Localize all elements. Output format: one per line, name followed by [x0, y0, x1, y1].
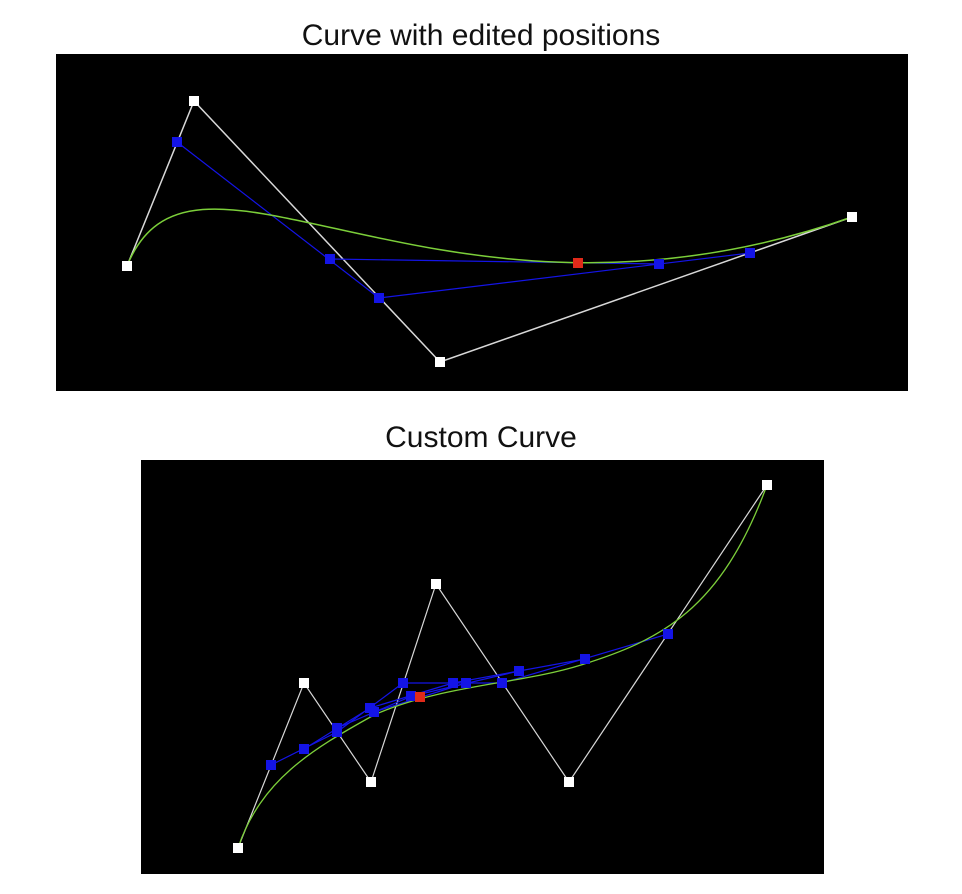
construction-point	[497, 678, 507, 688]
construction-line-level-2	[329, 258, 660, 265]
bezier-curve-panel-2	[141, 460, 824, 874]
construction-polyline-level-1	[270, 633, 669, 766]
control-point[interactable]	[435, 357, 445, 367]
construction-point	[332, 723, 342, 733]
construction-point	[172, 137, 182, 147]
construction-polyline-level-2	[303, 658, 586, 750]
panel-1-title: Curve with edited positions	[301, 19, 661, 52]
control-polygon	[126, 99, 853, 363]
construction-point	[514, 666, 524, 676]
construction-polyline-level-3	[336, 670, 520, 729]
bezier-diagram-2	[233, 480, 772, 853]
control-point[interactable]	[299, 678, 309, 688]
control-point[interactable]	[564, 777, 574, 787]
construction-point	[448, 678, 458, 688]
control-point[interactable]	[122, 261, 132, 271]
construction-point	[654, 259, 664, 269]
construction-point	[266, 760, 276, 770]
bezier-curve	[126, 208, 853, 267]
construction-point	[663, 629, 673, 639]
construction-point	[299, 744, 309, 754]
panel-2-title: Custom Curve	[385, 421, 577, 454]
construction-point	[580, 654, 590, 664]
bezier-curve	[237, 484, 768, 849]
control-polygon	[237, 484, 768, 849]
point-on-curve	[573, 258, 583, 268]
construction-polyline-level-1	[176, 141, 751, 299]
control-point[interactable]	[762, 480, 772, 490]
construction-point	[325, 254, 335, 264]
control-point[interactable]	[189, 96, 199, 106]
construction-point	[745, 248, 755, 258]
control-point[interactable]	[366, 777, 376, 787]
construction-point	[406, 691, 416, 701]
construction-point	[461, 678, 471, 688]
construction-point	[374, 293, 384, 303]
control-point[interactable]	[847, 212, 857, 222]
control-point[interactable]	[233, 843, 243, 853]
construction-point	[369, 707, 379, 717]
bezier-diagram-1	[122, 96, 857, 367]
bezier-curve-panel-1	[56, 54, 908, 391]
control-point[interactable]	[431, 579, 441, 589]
point-on-curve	[415, 692, 425, 702]
construction-point	[398, 678, 408, 688]
